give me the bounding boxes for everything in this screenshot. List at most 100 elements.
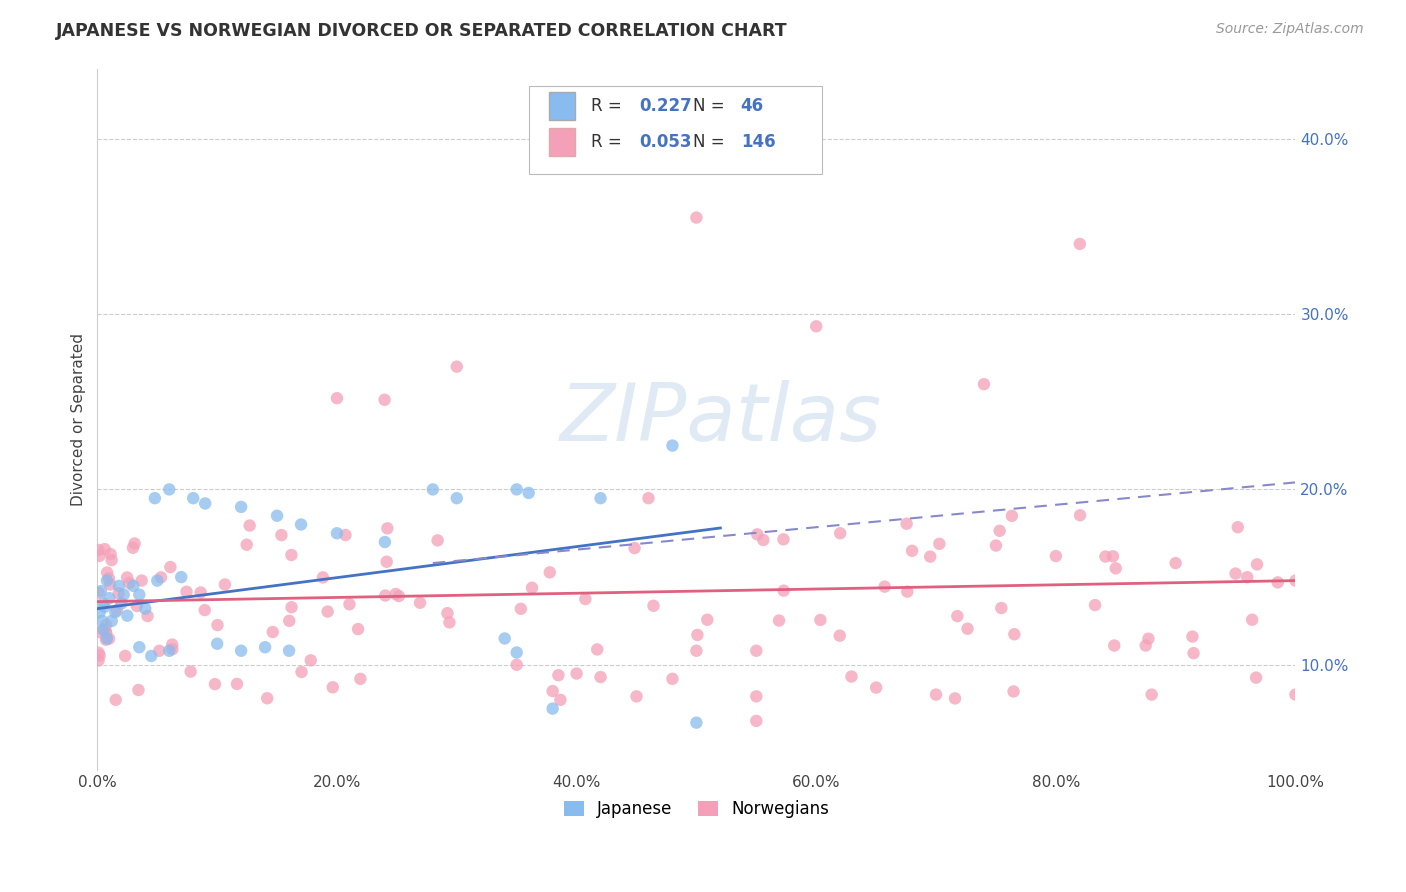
Point bbox=[626, 690, 648, 704]
Point bbox=[589, 670, 612, 684]
Point bbox=[388, 589, 411, 603]
Text: JAPANESE VS NORWEGIAN DIVORCED OR SEPARATED CORRELATION CHART: JAPANESE VS NORWEGIAN DIVORCED OR SEPARA… bbox=[56, 22, 787, 40]
Point bbox=[159, 560, 181, 574]
Point bbox=[550, 693, 572, 707]
FancyBboxPatch shape bbox=[548, 92, 575, 120]
Point bbox=[505, 483, 527, 497]
Point bbox=[661, 672, 683, 686]
Point bbox=[87, 543, 110, 558]
Point bbox=[89, 605, 111, 619]
Point bbox=[586, 642, 609, 657]
Point bbox=[1182, 646, 1205, 660]
Text: 0.053: 0.053 bbox=[638, 133, 692, 151]
Point bbox=[290, 517, 312, 532]
Point bbox=[1284, 574, 1306, 588]
Point bbox=[136, 609, 159, 624]
Point bbox=[494, 632, 516, 646]
Point bbox=[1267, 575, 1289, 590]
Point bbox=[1001, 508, 1024, 523]
Point bbox=[1137, 632, 1160, 646]
Point bbox=[1236, 570, 1258, 584]
Point bbox=[1284, 688, 1306, 702]
Point bbox=[90, 584, 112, 599]
Point bbox=[96, 626, 118, 640]
Point bbox=[768, 614, 790, 628]
Text: ZIPatlas: ZIPatlas bbox=[560, 380, 882, 458]
Point bbox=[541, 684, 564, 698]
Point bbox=[122, 579, 145, 593]
Point bbox=[108, 579, 131, 593]
Point bbox=[745, 644, 768, 658]
Point bbox=[87, 646, 110, 660]
Point bbox=[1226, 520, 1249, 534]
Point bbox=[541, 701, 564, 715]
Point bbox=[157, 483, 180, 497]
Point bbox=[1002, 684, 1025, 698]
Point bbox=[375, 555, 398, 569]
Point bbox=[93, 542, 115, 557]
Point bbox=[127, 683, 149, 698]
Text: R =: R = bbox=[591, 97, 627, 115]
Point bbox=[190, 585, 212, 599]
Point bbox=[254, 640, 277, 655]
Point bbox=[865, 681, 887, 695]
Point bbox=[509, 602, 531, 616]
Point bbox=[565, 666, 588, 681]
Point bbox=[806, 319, 828, 334]
Point bbox=[98, 591, 121, 606]
Point bbox=[322, 680, 344, 694]
Point bbox=[146, 574, 169, 588]
Point bbox=[1135, 639, 1157, 653]
Point bbox=[520, 581, 543, 595]
Point bbox=[1246, 558, 1268, 572]
Point bbox=[280, 548, 302, 562]
FancyBboxPatch shape bbox=[529, 86, 823, 174]
Point bbox=[114, 648, 136, 663]
Point bbox=[100, 553, 122, 567]
Point bbox=[1002, 627, 1025, 641]
Text: N =: N = bbox=[693, 97, 730, 115]
Point bbox=[125, 599, 148, 613]
Point bbox=[589, 491, 612, 505]
Point bbox=[94, 632, 117, 647]
Point bbox=[204, 677, 226, 691]
Point bbox=[374, 589, 396, 603]
Point bbox=[752, 533, 775, 547]
Point bbox=[104, 605, 127, 619]
Point bbox=[772, 533, 794, 547]
Point bbox=[1225, 566, 1247, 581]
Point bbox=[112, 588, 135, 602]
Point bbox=[278, 644, 301, 658]
Point bbox=[1102, 549, 1125, 564]
Point bbox=[239, 518, 262, 533]
Point bbox=[326, 391, 349, 405]
Point bbox=[1084, 598, 1107, 612]
Point bbox=[1069, 236, 1091, 251]
Point bbox=[347, 622, 370, 636]
Point bbox=[278, 614, 301, 628]
Point bbox=[946, 609, 969, 624]
Point bbox=[505, 646, 527, 660]
Point bbox=[256, 691, 278, 706]
Point bbox=[105, 603, 128, 617]
Point bbox=[436, 606, 458, 620]
Point bbox=[637, 491, 659, 505]
Point bbox=[374, 392, 396, 407]
Point bbox=[89, 625, 111, 640]
Point bbox=[104, 693, 127, 707]
Point bbox=[808, 613, 831, 627]
Point bbox=[1094, 549, 1116, 564]
Point bbox=[505, 657, 527, 672]
Point bbox=[100, 614, 122, 628]
Point bbox=[1164, 556, 1187, 570]
Point bbox=[349, 672, 371, 686]
Point bbox=[235, 538, 257, 552]
Point bbox=[1105, 561, 1128, 575]
Point bbox=[89, 648, 111, 663]
Point bbox=[841, 669, 863, 683]
Point bbox=[131, 574, 153, 588]
Legend: Japanese, Norwegians: Japanese, Norwegians bbox=[557, 794, 835, 825]
Point bbox=[100, 547, 122, 561]
Point bbox=[93, 596, 115, 610]
Point bbox=[422, 483, 444, 497]
